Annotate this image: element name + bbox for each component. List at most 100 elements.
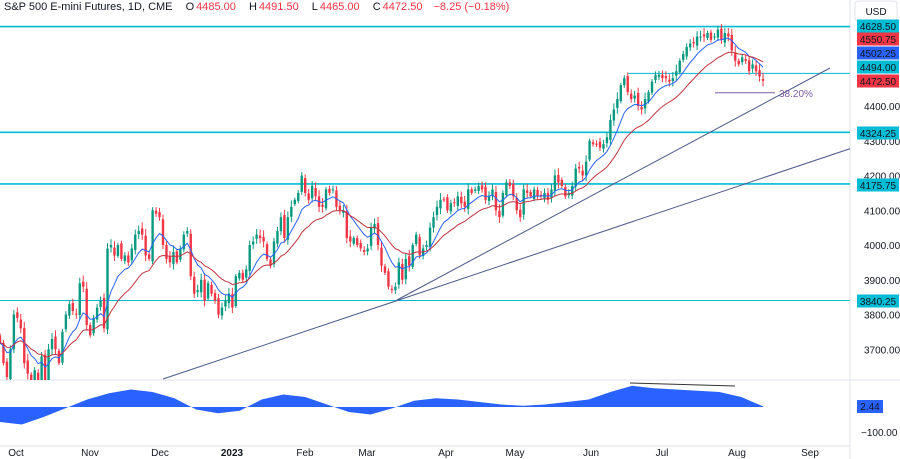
- candle-body: [498, 210, 501, 218]
- y-tick-label: 3800.00: [864, 311, 900, 322]
- candle-body: [199, 279, 203, 293]
- candle-body: [0, 335, 2, 343]
- candle-body: [428, 227, 432, 248]
- candle-body: [186, 231, 189, 234]
- candle-body: [47, 349, 50, 380]
- candle-body: [290, 206, 293, 217]
- candle-body: [744, 58, 747, 61]
- candle-body: [5, 361, 9, 378]
- candle-body: [210, 284, 213, 294]
- candle-body: [345, 210, 349, 239]
- candle-body: [654, 74, 657, 81]
- candle-body: [231, 294, 234, 308]
- candle-body: [321, 204, 324, 207]
- candle-body: [85, 288, 88, 325]
- candle-body: [692, 41, 695, 44]
- candle-body: [734, 52, 737, 61]
- candle-body: [619, 85, 623, 102]
- candle-body: [307, 193, 310, 200]
- candle-body: [477, 185, 480, 191]
- x-tick-label: Apr: [438, 448, 454, 459]
- candle-body: [356, 238, 359, 245]
- candle-body: [23, 327, 26, 364]
- candle-body: [16, 312, 19, 318]
- candle-body: [650, 81, 654, 93]
- candle-body: [484, 186, 487, 200]
- candle-body: [179, 248, 182, 260]
- candle-body: [383, 266, 387, 273]
- candle-body: [95, 307, 99, 320]
- candle-body: [584, 161, 588, 176]
- chart-legend: S&P 500 E-mini Futures, 1D, CME O 4485.00…: [4, 1, 510, 13]
- candle-body: [109, 245, 113, 248]
- price-badge: [857, 19, 899, 33]
- candle-body: [137, 231, 140, 235]
- price-pane: [0, 24, 850, 380]
- candle-body: [598, 141, 602, 148]
- candle-body: [206, 283, 210, 299]
- y-tick-label: 4000.00: [864, 241, 900, 252]
- candle-body: [709, 32, 713, 40]
- candle-body: [439, 199, 442, 209]
- candle-body: [664, 76, 668, 79]
- candle-body: [144, 235, 147, 256]
- price-badge-label: 4324.25: [860, 129, 897, 140]
- candle-body: [720, 28, 723, 40]
- candle-body: [102, 297, 106, 329]
- candle-body: [213, 293, 217, 301]
- candle-body: [172, 251, 175, 264]
- candle-body: [286, 217, 290, 240]
- price-badge-label: 4494.00: [860, 63, 897, 74]
- candle-body: [12, 314, 16, 350]
- candle-body: [501, 192, 505, 216]
- candle-body: [702, 34, 706, 37]
- candle-body: [463, 201, 466, 207]
- candle-body: [612, 109, 616, 121]
- candle-body: [189, 233, 192, 277]
- moving-average-line: [0, 37, 764, 368]
- x-tick-label: Mar: [358, 448, 376, 459]
- candle-body: [751, 64, 754, 69]
- candle-body: [688, 43, 692, 48]
- candle-body: [411, 245, 414, 267]
- candle-body: [727, 33, 730, 37]
- candle-body: [57, 350, 61, 364]
- candle-body: [68, 304, 71, 316]
- price-badge-label: 4550.75: [860, 35, 897, 46]
- y-tick-label: 4400.00: [864, 102, 900, 113]
- candle-body: [633, 95, 636, 99]
- candle-body: [640, 107, 643, 110]
- candle-body: [265, 244, 269, 259]
- candle-body: [525, 190, 529, 193]
- candle-body: [706, 33, 709, 39]
- candle-body: [539, 194, 543, 197]
- candle-body: [630, 93, 633, 100]
- candle-body: [255, 234, 258, 239]
- candle-body: [78, 283, 81, 316]
- x-tick-label: Aug: [728, 448, 746, 459]
- candle-body: [723, 33, 727, 43]
- candle-body: [532, 189, 536, 199]
- candle-body: [519, 209, 522, 218]
- candle-body: [120, 243, 123, 259]
- candle-body: [99, 300, 102, 308]
- candle-body: [262, 237, 265, 242]
- candle-body: [467, 189, 470, 209]
- x-tick-label: Feb: [296, 448, 314, 459]
- high-value: 4491.50: [258, 1, 299, 13]
- candle-body: [2, 342, 5, 364]
- price-badge: [857, 74, 899, 88]
- candle-body: [272, 241, 276, 265]
- candle-body: [536, 189, 539, 197]
- candle-body: [220, 307, 224, 316]
- candle-body: [33, 370, 36, 380]
- candle-body: [699, 36, 702, 38]
- candle-body: [550, 189, 553, 198]
- price-badge-label: 3840.25: [860, 297, 897, 308]
- candle-body: [623, 78, 626, 86]
- candle-body: [19, 319, 23, 329]
- x-tick-label: 2023: [221, 448, 244, 459]
- candle-body: [251, 241, 255, 245]
